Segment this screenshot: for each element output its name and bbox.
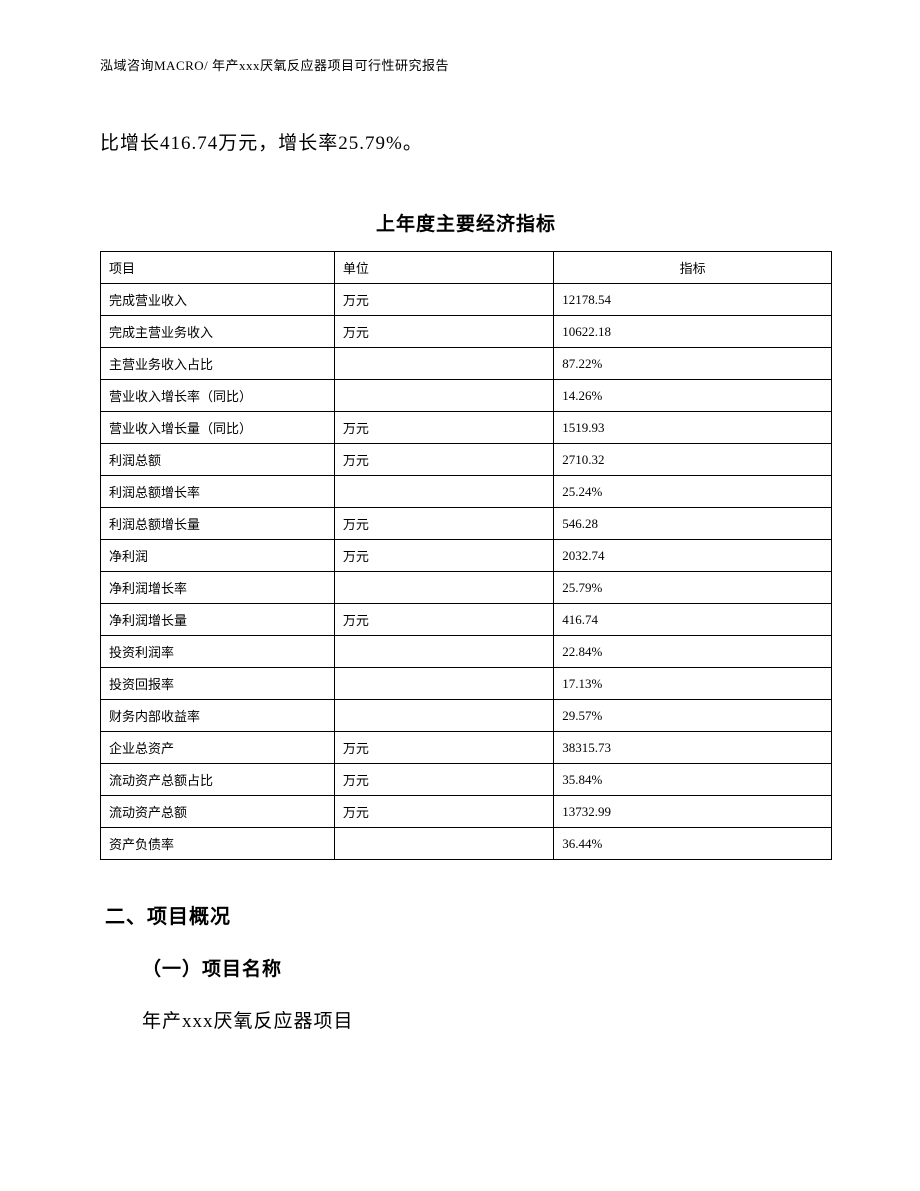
- table-cell: 营业收入增长量（同比）: [101, 412, 335, 444]
- table-cell: 17.13%: [554, 668, 832, 700]
- col-header-item: 项目: [101, 252, 335, 284]
- table-row: 完成主营业务收入万元10622.18: [101, 316, 832, 348]
- table-cell: 14.26%: [554, 380, 832, 412]
- table-cell: 2032.74: [554, 540, 832, 572]
- table-cell: 万元: [334, 508, 553, 540]
- table-cell: 万元: [334, 412, 553, 444]
- table-cell: 35.84%: [554, 764, 832, 796]
- table-cell: 企业总资产: [101, 732, 335, 764]
- table-cell: 主营业务收入占比: [101, 348, 335, 380]
- table-cell: 净利润增长量: [101, 604, 335, 636]
- sub-heading: （一）项目名称: [100, 954, 832, 981]
- table-cell: [334, 476, 553, 508]
- table-cell: 万元: [334, 284, 553, 316]
- table-cell: 87.22%: [554, 348, 832, 380]
- table-cell: 万元: [334, 444, 553, 476]
- table-row: 营业收入增长率（同比） 14.26%: [101, 380, 832, 412]
- table-cell: 36.44%: [554, 828, 832, 860]
- table-title: 上年度主要经济指标: [100, 209, 832, 236]
- project-name-text: 年产xxx厌氧反应器项目: [100, 1006, 832, 1033]
- table-header-row: 项目 单位 指标: [101, 252, 832, 284]
- table-row: 资产负债率 36.44%: [101, 828, 832, 860]
- table-cell: 25.24%: [554, 476, 832, 508]
- col-header-unit: 单位: [334, 252, 553, 284]
- table-cell: 416.74: [554, 604, 832, 636]
- economic-indicators-table: 项目 单位 指标 完成营业收入万元12178.54完成主营业务收入万元10622…: [100, 251, 832, 860]
- table-cell: 流动资产总额: [101, 796, 335, 828]
- table-cell: 完成主营业务收入: [101, 316, 335, 348]
- intro-text: 比增长416.74万元，增长率25.79%。: [100, 129, 832, 159]
- table-cell: 29.57%: [554, 700, 832, 732]
- table-row: 利润总额万元2710.32: [101, 444, 832, 476]
- table-cell: [334, 572, 553, 604]
- table-row: 利润总额增长率 25.24%: [101, 476, 832, 508]
- table-cell: 万元: [334, 796, 553, 828]
- table-cell: [334, 348, 553, 380]
- table-cell: 利润总额增长率: [101, 476, 335, 508]
- table-cell: 万元: [334, 764, 553, 796]
- table-cell: [334, 380, 553, 412]
- table-cell: 12178.54: [554, 284, 832, 316]
- table-cell: 38315.73: [554, 732, 832, 764]
- table-cell: 净利润: [101, 540, 335, 572]
- table-cell: 资产负债率: [101, 828, 335, 860]
- table-cell: [334, 668, 553, 700]
- table-cell: 万元: [334, 316, 553, 348]
- table-row: 投资利润率 22.84%: [101, 636, 832, 668]
- col-header-value: 指标: [554, 252, 832, 284]
- table-row: 主营业务收入占比 87.22%: [101, 348, 832, 380]
- table-cell: 546.28: [554, 508, 832, 540]
- table-cell: 13732.99: [554, 796, 832, 828]
- table-cell: 万元: [334, 604, 553, 636]
- table-row: 净利润增长率 25.79%: [101, 572, 832, 604]
- table-row: 利润总额增长量万元546.28: [101, 508, 832, 540]
- table-cell: 1519.93: [554, 412, 832, 444]
- table-cell: 投资回报率: [101, 668, 335, 700]
- table-cell: 25.79%: [554, 572, 832, 604]
- section-heading: 二、项目概况: [100, 900, 832, 929]
- table-cell: 万元: [334, 540, 553, 572]
- table-cell: 22.84%: [554, 636, 832, 668]
- table-row: 营业收入增长量（同比）万元1519.93: [101, 412, 832, 444]
- table-row: 净利润万元2032.74: [101, 540, 832, 572]
- table-cell: [334, 636, 553, 668]
- page-header: 泓域咨询MACRO/ 年产xxx厌氧反应器项目可行性研究报告: [100, 55, 832, 74]
- table-row: 净利润增长量万元416.74: [101, 604, 832, 636]
- table-cell: 利润总额增长量: [101, 508, 335, 540]
- table-cell: 2710.32: [554, 444, 832, 476]
- table-row: 流动资产总额万元13732.99: [101, 796, 832, 828]
- table-cell: 投资利润率: [101, 636, 335, 668]
- table-row: 企业总资产万元38315.73: [101, 732, 832, 764]
- table-row: 投资回报率 17.13%: [101, 668, 832, 700]
- table-cell: [334, 700, 553, 732]
- table-cell: 10622.18: [554, 316, 832, 348]
- table-cell: 财务内部收益率: [101, 700, 335, 732]
- table-cell: 流动资产总额占比: [101, 764, 335, 796]
- document-page: 泓域咨询MACRO/ 年产xxx厌氧反应器项目可行性研究报告 比增长416.74…: [0, 0, 920, 1033]
- table-row: 完成营业收入万元12178.54: [101, 284, 832, 316]
- table-cell: 完成营业收入: [101, 284, 335, 316]
- table-row: 流动资产总额占比万元35.84%: [101, 764, 832, 796]
- table-cell: 净利润增长率: [101, 572, 335, 604]
- table-cell: 利润总额: [101, 444, 335, 476]
- table-cell: 万元: [334, 732, 553, 764]
- table-cell: [334, 828, 553, 860]
- table-cell: 营业收入增长率（同比）: [101, 380, 335, 412]
- table-row: 财务内部收益率 29.57%: [101, 700, 832, 732]
